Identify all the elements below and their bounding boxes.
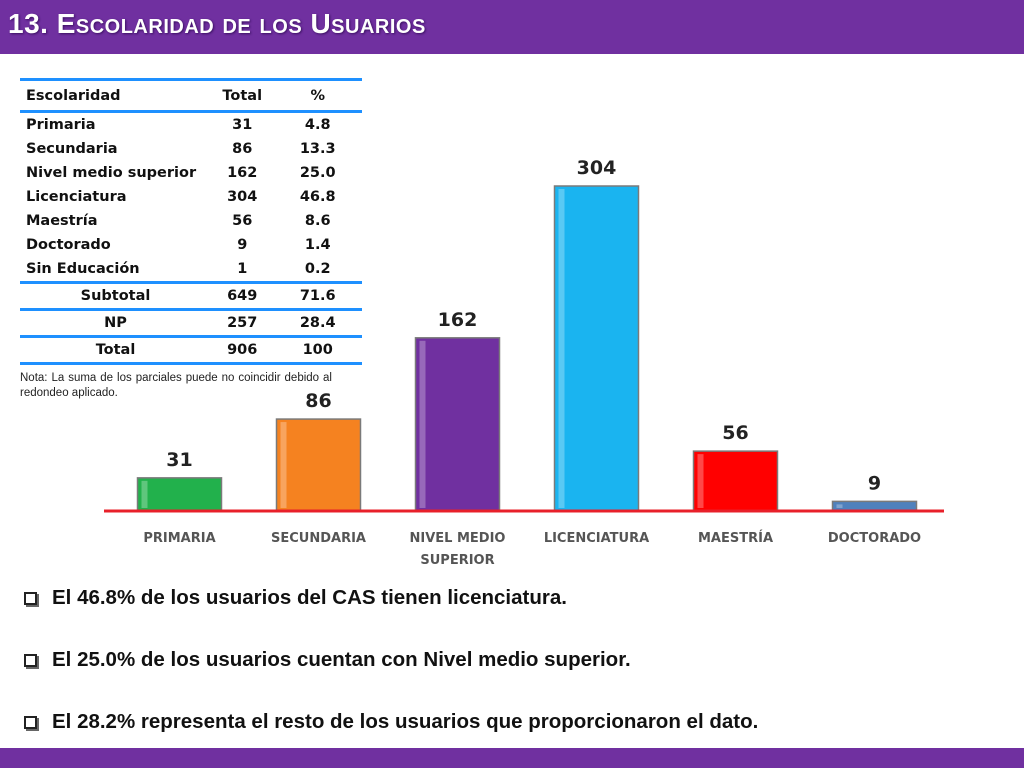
cell-total: 162 [227,165,258,181]
title-bar: 13. Escolaridad de los Usuarios [0,0,1024,54]
category-label: PRIMARIA [143,531,215,546]
cell-percent: 4.8 [304,117,331,133]
header-escolaridad: Escolaridad [20,78,211,113]
cell-total: 649 [211,281,274,310]
category-label: SECUNDARIA [271,531,366,546]
bar-highlight [558,189,565,508]
bar [275,418,362,512]
data-label: 86 [305,390,331,412]
page-title: 13. Escolaridad de los Usuarios [8,8,426,39]
footer-bar [0,748,1024,768]
cell-percent: 100 [273,335,362,365]
cell-name: Nivel medio superior [26,165,197,181]
table-row: Maestría 56 8.6 [20,209,362,233]
bullet-text: El 28.2% representa el resto de los usua… [52,710,759,733]
checkbox-bullet-icon [24,591,37,605]
summary-row: NP 257 28.4 [20,308,362,337]
category-label: LICENCIATURA [544,531,649,546]
cell-total: 1 [237,261,248,277]
cell-total: 9 [237,237,248,253]
cell-total: 86 [232,141,253,157]
header-percent: % [273,78,362,113]
cell-name: Secundaria [26,141,118,157]
cell-percent: 25.0 [299,165,336,181]
table-row: Doctorado 9 1.4 [20,233,362,257]
table-row: Primaria 31 4.8 [20,112,362,138]
bullet-text: El 46.8% de los usuarios del CAS tienen … [52,586,567,609]
bar [692,450,779,512]
cell-name: Total [20,335,211,365]
checkbox-bullet-icon [24,653,37,667]
cell-percent: 13.3 [299,141,336,157]
cell-total: 906 [211,335,274,365]
cell-name: Primaria [26,117,96,133]
category-label: DOCTORADO [828,531,921,546]
cell-percent: 8.6 [304,213,331,229]
header-total: Total [211,78,274,113]
table-header-row: Escolaridad Total % [20,78,362,113]
data-label: 162 [438,309,478,331]
category-label: MAESTRÍA [698,530,773,546]
bar-highlight [141,480,148,508]
cell-name: Maestría [26,213,98,229]
data-label: 9 [868,472,881,494]
bar-highlight [836,504,843,508]
table-note: Nota: La suma de los parciales puede no … [20,372,332,399]
bullet-text: El 25.0% de los usuarios cuentan con Niv… [52,648,631,671]
bar-highlight [697,454,704,508]
bullet-item: El 46.8% de los usuarios del CAS tienen … [24,586,567,610]
category-label: SUPERIOR [420,553,494,568]
bullet-item: El 25.0% de los usuarios cuentan con Niv… [24,648,631,672]
cell-name: Subtotal [20,281,211,310]
cell-percent: 71.6 [273,281,362,310]
cell-total: 257 [211,308,274,337]
cell-percent: 46.8 [299,189,336,205]
bar [553,185,640,512]
table-row: Licenciatura 304 46.8 [20,185,362,209]
cell-name: Licenciatura [26,189,127,205]
data-label: 304 [577,157,617,179]
cell-name: Sin Educación [26,261,140,277]
table-row: Secundaria 86 13.3 [20,137,362,161]
data-label: 31 [166,449,192,471]
summary-row: Subtotal 649 71.6 [20,281,362,310]
data-label: 56 [722,422,748,444]
summary-row: Total 906 100 [20,335,362,365]
bar [136,477,223,512]
cell-total: 31 [232,117,253,133]
category-label: NIVEL MEDIO [410,531,506,546]
bar [414,337,501,512]
escolaridad-table: Escolaridad Total % Primaria 31 4.8 Secunda… [20,78,362,365]
cell-percent: 0.2 [304,261,331,277]
cell-total: 304 [227,189,258,205]
cell-percent: 1.4 [304,237,331,253]
bar-highlight [280,422,287,508]
table-row: Nivel medio superior 162 25.0 [20,161,362,185]
table-row: Sin Educación 1 0.2 [20,257,362,283]
cell-total: 56 [232,213,253,229]
checkbox-bullet-icon [24,715,37,729]
bar-highlight [419,340,426,508]
cell-name: Doctorado [26,237,111,253]
cell-name: NP [20,308,211,337]
cell-percent: 28.4 [273,308,362,337]
bullet-item: El 28.2% representa el resto de los usua… [24,710,758,734]
